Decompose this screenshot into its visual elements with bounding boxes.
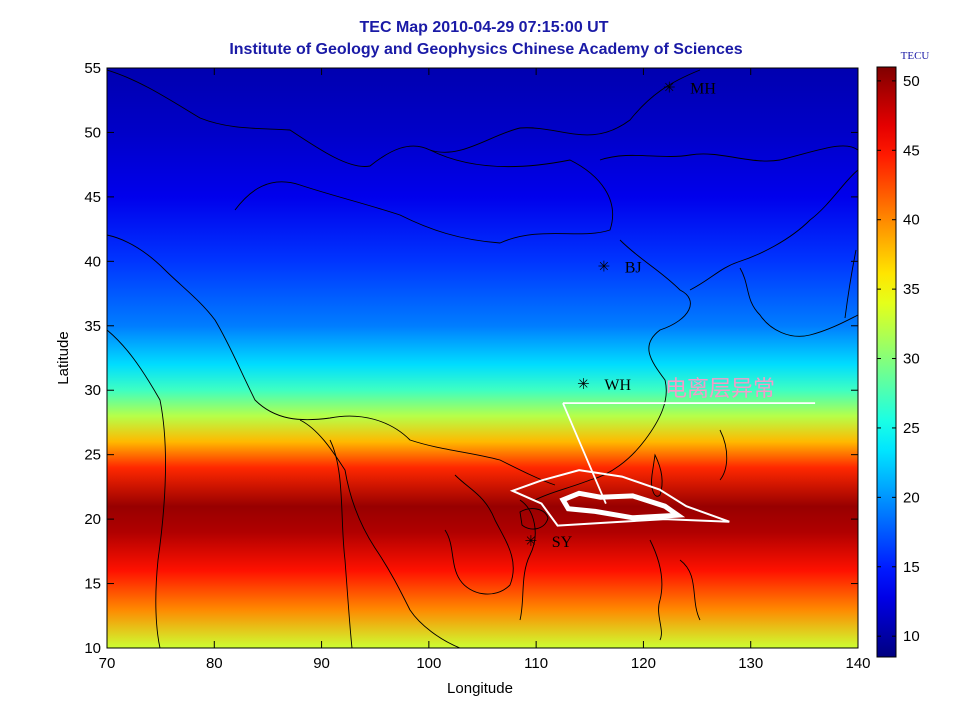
colorbar xyxy=(877,67,896,657)
station-label: BJ xyxy=(625,259,642,276)
x-tick-label: 70 xyxy=(99,655,116,672)
station-marker-icon: ✳ xyxy=(577,375,590,393)
x-axis-ticks: 70 80 90 100 110 120 130 140 xyxy=(99,68,871,672)
y-tick-label: 40 xyxy=(84,253,101,270)
colorbar-tick-label: 40 xyxy=(903,212,920,229)
colorbar-tick-label: 20 xyxy=(903,489,920,506)
station-label: WH xyxy=(604,377,631,394)
station-marker-icon: ✳ xyxy=(597,257,610,275)
plot-frame xyxy=(106,67,859,649)
colorbar-ticks: 10 15 20 25 30 35 40 45 50 xyxy=(877,73,920,645)
x-axis-label: Longitude xyxy=(447,680,513,697)
colorbar-tick-label: 30 xyxy=(903,351,920,368)
station-label: SY xyxy=(552,534,573,551)
y-tick-label: 15 xyxy=(84,576,101,593)
colorbar-tick-label: 50 xyxy=(903,73,920,90)
colorbar-tick-label: 45 xyxy=(903,142,920,159)
station-bj: ✳ BJ xyxy=(597,257,641,276)
y-tick-label: 10 xyxy=(84,640,101,657)
x-tick-label: 100 xyxy=(416,655,441,672)
x-tick-label: 120 xyxy=(631,655,656,672)
anomaly-contours xyxy=(509,469,730,527)
x-tick-label: 130 xyxy=(738,655,763,672)
y-axis-ticks: 10 15 20 25 30 35 40 45 50 55 xyxy=(84,60,858,657)
x-tick-label: 140 xyxy=(845,655,870,672)
coastline-borders xyxy=(107,69,858,648)
y-tick-label: 50 xyxy=(84,124,101,141)
station-marker-icon: ✳ xyxy=(663,78,676,96)
y-tick-label: 55 xyxy=(84,60,101,77)
y-tick-label: 30 xyxy=(84,382,101,399)
station-marker-icon: ✳ xyxy=(524,532,537,550)
colorbar-unit-label: TECU xyxy=(901,50,930,62)
y-axis-label: Latitude xyxy=(55,331,72,384)
station-markers: ✳ MH ✳ BJ ✳ WH ✳ SY xyxy=(524,78,716,551)
x-tick-label: 110 xyxy=(524,655,548,672)
station-mh: ✳ MH xyxy=(663,78,717,97)
colorbar-tick-label: 15 xyxy=(903,559,920,576)
colorbar-frame xyxy=(876,66,897,658)
annotation-label: 电离层异常 xyxy=(665,377,775,402)
x-tick-label: 90 xyxy=(313,655,330,672)
y-tick-label: 45 xyxy=(84,189,101,206)
station-label: MH xyxy=(690,80,716,97)
station-wh: ✳ WH xyxy=(577,375,631,394)
chart-title: TEC Map 2010-04-29 07:15:00 UT xyxy=(360,19,609,36)
y-tick-label: 20 xyxy=(84,511,101,528)
colorbar-tick-label: 10 xyxy=(903,628,920,645)
colorbar-tick-label: 25 xyxy=(903,420,920,437)
y-tick-label: 25 xyxy=(84,447,101,464)
colorbar-tick-label: 35 xyxy=(903,281,920,298)
annotation-pointer-line xyxy=(562,402,607,504)
chart-subtitle: Institute of Geology and Geophysics Chin… xyxy=(229,41,742,58)
y-tick-label: 35 xyxy=(84,318,101,335)
tec-heatmap xyxy=(107,68,858,648)
anomaly-contour-outer xyxy=(509,469,730,527)
x-tick-label: 80 xyxy=(206,655,223,672)
map-overlay xyxy=(107,69,858,648)
anomaly-contour-inner xyxy=(559,490,686,521)
station-sy: ✳ SY xyxy=(524,532,572,551)
